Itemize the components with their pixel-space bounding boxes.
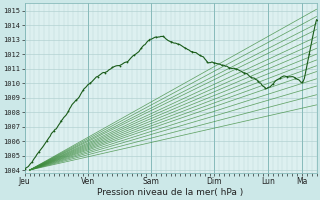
X-axis label: Pression niveau de la mer( hPa ): Pression niveau de la mer( hPa ) (98, 188, 244, 197)
